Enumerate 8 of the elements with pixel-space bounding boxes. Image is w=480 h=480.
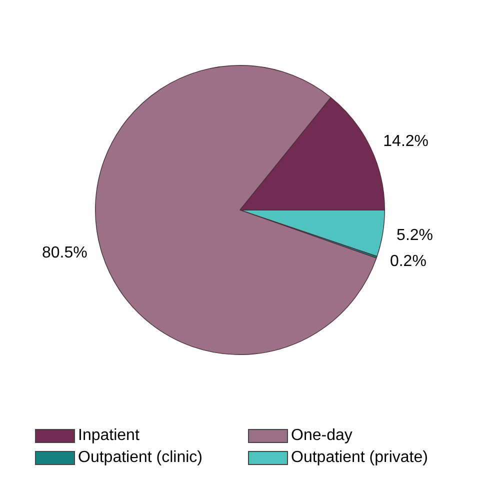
- data-label: 14.2%: [383, 133, 429, 150]
- data-label: 5.2%: [396, 227, 434, 244]
- data-label: 80.5%: [42, 244, 88, 262]
- legend-label: One-day: [291, 427, 352, 445]
- data-label: 0.2%: [390, 253, 426, 270]
- legend-label: Outpatient (private): [291, 449, 428, 467]
- legend-label: Outpatient (clinic): [78, 449, 202, 467]
- legend-label: Inpatient: [78, 427, 140, 445]
